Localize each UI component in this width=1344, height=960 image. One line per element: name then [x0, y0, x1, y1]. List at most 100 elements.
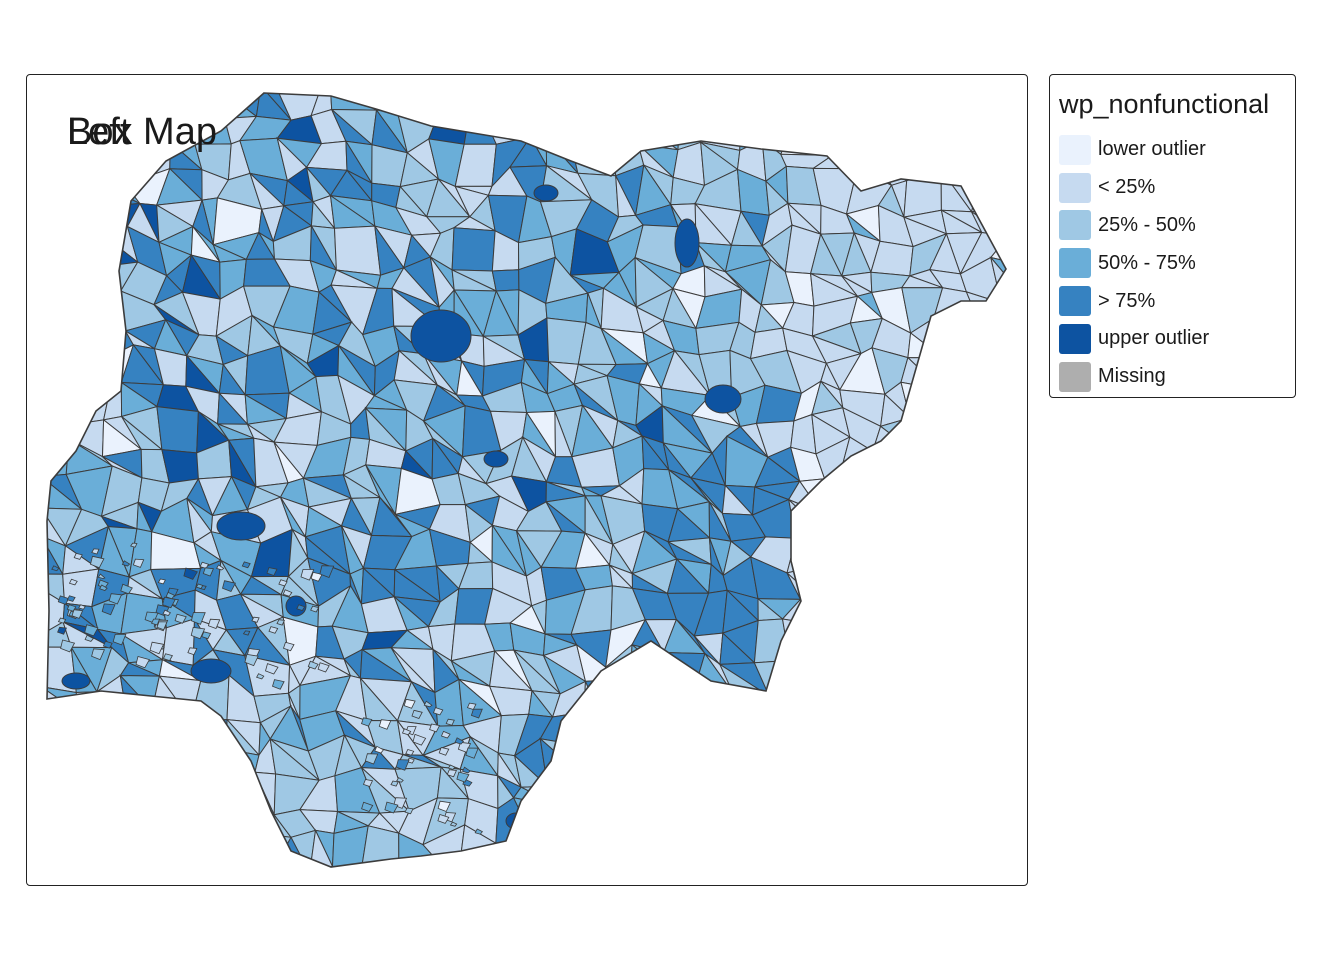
- lga-polygon: [122, 718, 171, 756]
- lga-polygon: [47, 772, 82, 808]
- lga-polygon: [104, 147, 126, 187]
- lga-polygon: [544, 828, 587, 867]
- lga-polygon: [554, 863, 587, 867]
- upper-outlier-area: [674, 218, 700, 268]
- lga-polygon: [106, 148, 126, 185]
- lga-polygon: [945, 769, 977, 798]
- legend-item-lower-outlier: lower outlier: [1059, 131, 1209, 169]
- lga-polygon: [310, 571, 323, 582]
- upper-outlier-area: [190, 658, 232, 684]
- lga-polygon: [941, 826, 969, 867]
- lga-polygon: [664, 677, 699, 721]
- legend-item-missing: Missing: [1059, 358, 1209, 396]
- lga-polygon: [971, 690, 998, 711]
- lga-polygon: [333, 225, 382, 276]
- lga-polygon: [949, 735, 977, 771]
- lga-polygon: [378, 719, 392, 730]
- lga-polygon: [969, 770, 1004, 805]
- lga-polygon: [571, 838, 617, 867]
- lga-polygon: [96, 691, 128, 721]
- lga-polygon: [201, 631, 212, 640]
- lga-polygon: [996, 651, 1006, 694]
- lga-polygon: [47, 406, 70, 442]
- upper-outlier-area: [410, 309, 472, 363]
- upper-outlier-area: [61, 672, 91, 690]
- lga-polygon: [162, 653, 174, 662]
- lga-polygon: [841, 623, 891, 664]
- lga-polygon: [302, 873, 348, 885]
- lga-polygon: [789, 831, 832, 862]
- lga-polygon: [727, 804, 759, 836]
- lga-polygon: [814, 93, 844, 111]
- lga-polygon: [79, 294, 111, 332]
- lga-polygon: [901, 465, 946, 512]
- lga-polygon: [760, 741, 800, 782]
- lga-polygon: [151, 618, 161, 626]
- lga-polygon: [256, 673, 265, 680]
- lga-polygon: [870, 623, 923, 664]
- lga-polygon: [829, 650, 856, 693]
- lga-polygon: [47, 378, 67, 427]
- lga-polygon: [212, 802, 248, 848]
- lga-polygon: [929, 531, 975, 577]
- lga-polygon: [723, 93, 768, 106]
- lga-polygon: [905, 705, 952, 738]
- lga-polygon: [882, 648, 923, 690]
- lga-polygon: [849, 493, 875, 542]
- lga-polygon: [167, 863, 200, 867]
- lga-polygon: [828, 795, 860, 843]
- lga-polygon: [820, 494, 855, 542]
- lga-polygon: [761, 93, 801, 108]
- legend-swatch: [1059, 323, 1091, 354]
- lga-polygon: [47, 93, 70, 127]
- lga-polygon: [332, 865, 376, 867]
- lga-polygon: [64, 744, 108, 789]
- lga-polygon: [905, 675, 947, 725]
- lga-polygon: [266, 567, 278, 576]
- lga-polygon: [903, 539, 942, 560]
- lga-polygon: [783, 774, 831, 810]
- lga-polygon: [157, 836, 200, 865]
- lga-polygon: [840, 602, 873, 633]
- lga-polygon: [216, 854, 256, 867]
- lga-polygon: [47, 318, 65, 354]
- lga-polygon: [972, 93, 1006, 120]
- lga-polygon: [157, 795, 182, 847]
- lga-polygon: [793, 683, 815, 721]
- lga-polygon: [783, 779, 830, 809]
- lga-polygon: [74, 165, 106, 207]
- lga-polygon: [963, 410, 995, 452]
- lga-polygon: [575, 93, 614, 127]
- lga-polygon: [789, 650, 832, 693]
- lga-polygon: [374, 745, 385, 754]
- lga-polygon: [122, 815, 160, 838]
- lga-polygon: [583, 681, 601, 718]
- lga-polygon: [395, 759, 410, 771]
- legend-title: wp_nonfunctional: [1059, 89, 1270, 119]
- lga-polygon: [871, 440, 904, 467]
- lga-polygon: [180, 854, 224, 867]
- lga-polygon: [699, 863, 734, 867]
- lga-polygon: [1002, 769, 1006, 811]
- lga-polygon: [47, 438, 70, 478]
- lga-polygon: [120, 752, 154, 771]
- lga-polygon: [57, 595, 70, 605]
- lga-polygon: [998, 498, 1006, 536]
- lga-polygon: [241, 561, 251, 569]
- lga-polygon: [870, 465, 919, 513]
- lga-polygon: [445, 718, 455, 726]
- lga-polygon: [102, 640, 113, 649]
- lga-polygon: [384, 801, 399, 814]
- lga-polygons: [47, 93, 1006, 885]
- lga-polygon: [130, 542, 138, 548]
- legend-label: < 25%: [1098, 176, 1156, 199]
- legend-label: > 75%: [1098, 289, 1156, 312]
- lga-polygon: [47, 854, 71, 867]
- lga-polygon: [840, 622, 892, 668]
- lga-polygon: [844, 733, 893, 776]
- lga-polygon: [1004, 93, 1006, 120]
- lga-polygon: [749, 745, 787, 782]
- lga-polygon: [583, 711, 620, 749]
- lga-polygon: [587, 766, 623, 798]
- lga-polygon: [812, 600, 843, 625]
